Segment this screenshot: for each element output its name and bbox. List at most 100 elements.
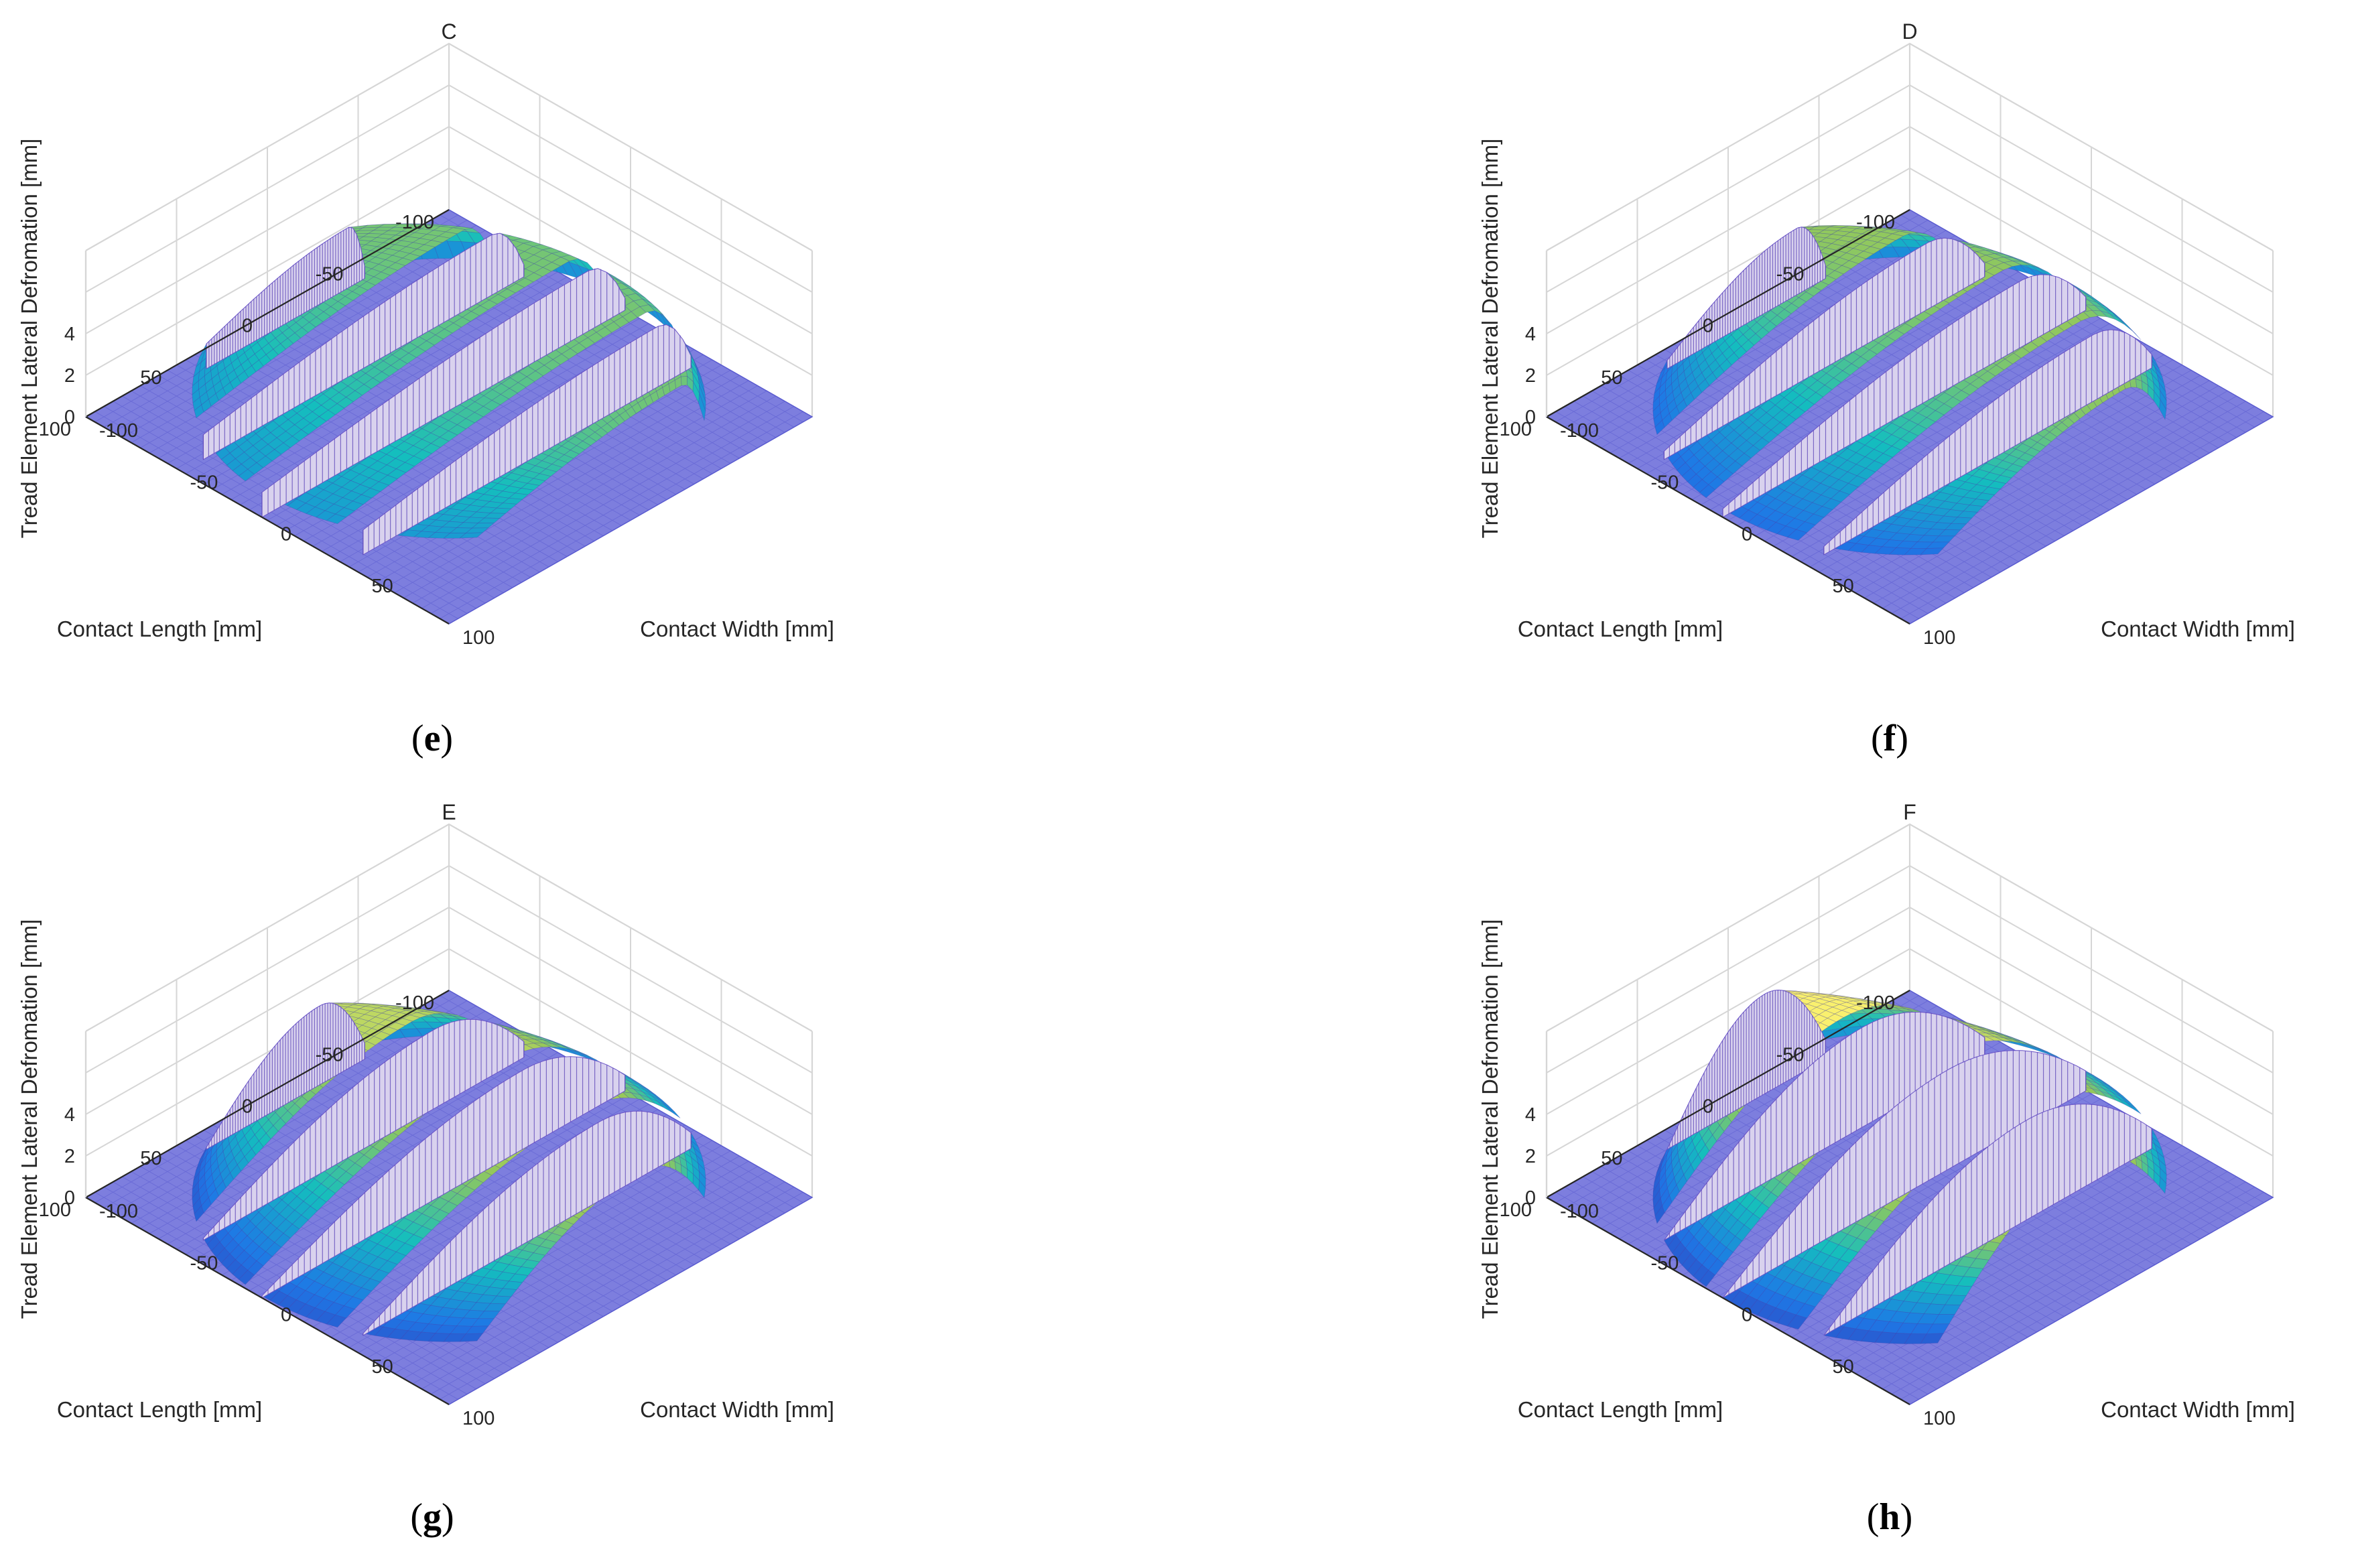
grid-line bbox=[1546, 84, 1910, 293]
rib-surface-cell bbox=[1741, 339, 1755, 352]
rib-surface-cell bbox=[1813, 506, 1833, 518]
mesh-line bbox=[440, 411, 803, 619]
z-tick-label: 2 bbox=[1525, 365, 1536, 387]
rib-surface-cell bbox=[343, 1296, 364, 1310]
rib-surface-cell bbox=[459, 1333, 484, 1342]
rib-surface-cell bbox=[1859, 349, 1878, 362]
chart-panel-e: -100 -50 0 50 100 -100 -50 0 50 100 0 2 4 Contact Len… bbox=[0, 0, 938, 670]
mesh-line bbox=[1882, 401, 2246, 609]
tread-rib bbox=[202, 1019, 606, 1285]
rib-surface-cell bbox=[222, 382, 234, 395]
rib-surface-cell bbox=[698, 393, 706, 421]
tread-rib bbox=[192, 223, 495, 419]
rib-surface-cell bbox=[423, 1010, 443, 1015]
rib-surface-cell bbox=[1944, 523, 1967, 531]
rib-surface-cell bbox=[215, 387, 226, 401]
rib-surface-cell bbox=[496, 1288, 517, 1297]
rib-surface-cell bbox=[625, 406, 637, 418]
tread-rib bbox=[261, 268, 681, 524]
grid-line bbox=[448, 84, 813, 293]
z-axis-title: Tread Element Lateral Defromation [mm] bbox=[17, 139, 42, 539]
rib-surface-cell bbox=[1748, 333, 1762, 346]
rib-surface-cell bbox=[1804, 513, 1825, 525]
z-axis-title: Tread Element Lateral Defromation [mm] bbox=[1478, 139, 1502, 539]
x-tick-label: 50 bbox=[140, 1148, 161, 1169]
rib-surface-cell bbox=[631, 402, 643, 414]
rib-surface-cell bbox=[1762, 430, 1779, 443]
rib-side-wall bbox=[1823, 329, 2152, 556]
rib-surface-cell bbox=[1821, 498, 1842, 511]
rib-surface-cell bbox=[551, 1043, 570, 1049]
rib-surface-cell bbox=[2036, 436, 2052, 447]
rib-surface-cell bbox=[1669, 406, 1680, 421]
mesh-line bbox=[1891, 406, 2255, 614]
rib-surface-cell bbox=[194, 1205, 204, 1222]
rib-surface-cell bbox=[1735, 453, 1752, 466]
rib-surface-cell bbox=[2049, 426, 2063, 438]
rib-surface-cell bbox=[330, 301, 346, 312]
tread-rib bbox=[1722, 274, 2142, 541]
x-tick-label: -50 bbox=[316, 263, 344, 285]
rib-surface-cell bbox=[265, 348, 279, 361]
z-tick-label: 2 bbox=[64, 1146, 75, 1167]
rib-surface-cell bbox=[2148, 384, 2154, 401]
rib-surface-cell bbox=[1896, 323, 1914, 335]
x-tick-label: 100 bbox=[39, 1199, 71, 1221]
rib-surface-cell bbox=[496, 503, 517, 509]
rib-surface-cell bbox=[2061, 417, 2075, 428]
axes bbox=[1545, 209, 1910, 625]
x-tick-label: 0 bbox=[1703, 316, 1713, 337]
y-tick-label: 50 bbox=[372, 576, 393, 597]
rib-surface-cell bbox=[1926, 410, 1945, 423]
grid-line bbox=[448, 168, 813, 376]
grid-line bbox=[1546, 907, 1910, 1115]
tread-rib bbox=[363, 1110, 706, 1342]
grid-line bbox=[448, 948, 813, 1157]
rib-surface-cell bbox=[698, 1179, 706, 1199]
rib-surface-cell bbox=[470, 305, 489, 316]
grid-line bbox=[1546, 126, 1910, 334]
x-axis-line bbox=[1546, 209, 1910, 417]
rib-surface-cell bbox=[545, 1232, 563, 1243]
grid-line bbox=[85, 907, 450, 1115]
rib-surface-cell bbox=[238, 1270, 255, 1285]
rib-surface-cell bbox=[1683, 392, 1695, 407]
rib-surface-cell bbox=[404, 1234, 424, 1248]
rib-surface-cell bbox=[361, 1278, 381, 1292]
rib-surface-cell bbox=[426, 334, 444, 346]
grid-line bbox=[1909, 84, 2274, 293]
y-tick-label: -50 bbox=[190, 472, 218, 493]
mesh-line bbox=[385, 380, 749, 588]
rib-surface-cell bbox=[291, 1214, 309, 1230]
rib-surface-cell bbox=[352, 286, 369, 296]
rib-side-wall bbox=[1663, 237, 1985, 460]
rib-surface-cell bbox=[417, 340, 435, 352]
rib-surface-cell bbox=[283, 1224, 300, 1239]
rib-side-wall bbox=[206, 1002, 365, 1151]
chart-panel-h: -100 -50 0 50 100 -100 -50 0 50 100 0 2 4 Contact Len… bbox=[1461, 781, 2354, 1451]
rib-surface-cell bbox=[423, 240, 444, 248]
rib-surface-cell bbox=[1744, 445, 1761, 459]
rib-surface-cell bbox=[301, 1205, 318, 1221]
grid-line bbox=[1909, 865, 2274, 1073]
grid-lines bbox=[1546, 84, 2274, 376]
x-tick-label: -100 bbox=[1856, 212, 1895, 233]
rib-surface-cell bbox=[308, 316, 324, 328]
rib-surface-cell bbox=[465, 411, 484, 423]
rib-surface-cell bbox=[2012, 261, 2030, 266]
x-axis-title: Contact Length [mm] bbox=[57, 616, 262, 641]
rib-surface-cell bbox=[1913, 231, 1933, 238]
z-tick-label: 2 bbox=[64, 365, 75, 387]
rib-side-wall bbox=[261, 268, 626, 518]
grid-line bbox=[85, 84, 450, 293]
rib-surface-cell bbox=[366, 1036, 383, 1046]
axes bbox=[84, 209, 450, 625]
grid-line bbox=[448, 126, 813, 334]
rib-surface-cell bbox=[521, 1259, 540, 1269]
rib-surface-cell bbox=[2091, 310, 2108, 318]
x-axis-line bbox=[85, 209, 450, 417]
x-axis-title: Contact Length [mm] bbox=[1518, 616, 1723, 641]
rib-surface-cell bbox=[588, 432, 602, 442]
rib-surface-cell bbox=[613, 316, 630, 328]
rib-surface-cell bbox=[395, 1242, 415, 1256]
